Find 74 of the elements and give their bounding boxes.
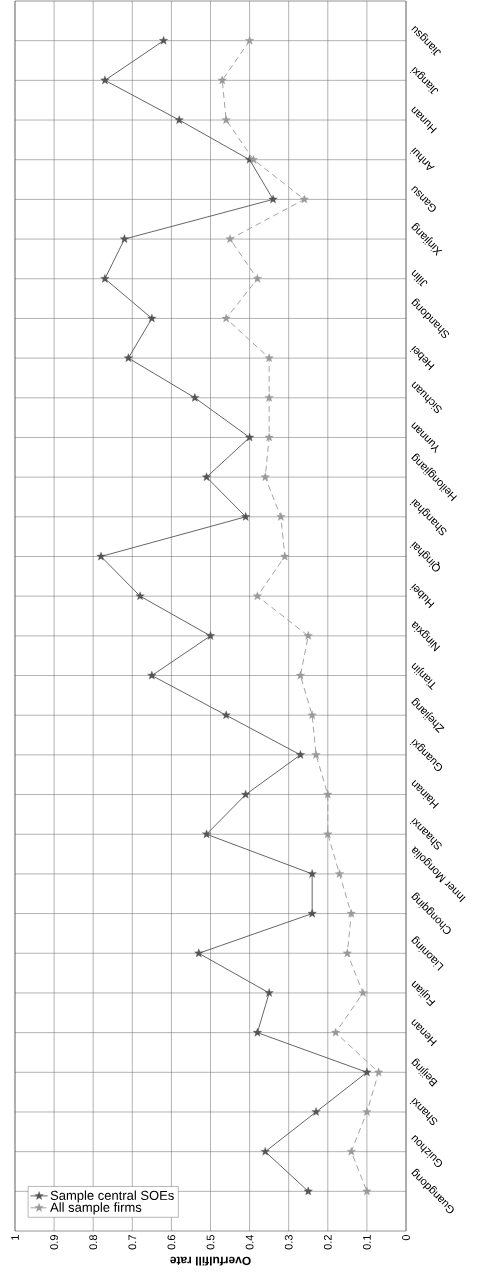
point (147, 313, 157, 323)
point (241, 789, 251, 799)
point (135, 591, 145, 600)
y-tick-label: Jilin (411, 269, 428, 287)
point (335, 869, 344, 878)
point (245, 432, 255, 442)
point (342, 948, 352, 958)
x-tick-label: 0.1 (363, 1235, 371, 1250)
point (362, 1107, 372, 1116)
point (264, 353, 274, 362)
legend-label: All sample firms (50, 1202, 142, 1215)
point (264, 988, 274, 997)
x-axis-title: Overfulfill rate (170, 1256, 251, 1266)
point (245, 36, 255, 45)
point (346, 908, 356, 918)
point (311, 1107, 321, 1116)
point (225, 234, 235, 243)
point (123, 353, 133, 362)
point (296, 670, 305, 680)
point (303, 1186, 313, 1196)
point (303, 631, 313, 640)
point (190, 393, 200, 402)
point (268, 194, 278, 204)
point (202, 472, 212, 481)
x-tick-label: 0 (402, 1234, 410, 1241)
point (362, 1186, 372, 1196)
point (202, 829, 212, 839)
x-tick-label: 0.2 (323, 1235, 332, 1250)
point (221, 313, 231, 323)
point (96, 551, 106, 561)
point (331, 1027, 341, 1037)
x-tick-label: 0.3 (284, 1235, 293, 1250)
point (206, 631, 215, 640)
point (120, 234, 129, 243)
point (260, 1147, 270, 1156)
x-tick-label: 0.6 (167, 1235, 176, 1250)
point (276, 512, 286, 521)
point (241, 512, 251, 521)
point (249, 155, 258, 164)
point (346, 1147, 356, 1156)
point (323, 829, 333, 839)
point (260, 472, 270, 481)
point (252, 1027, 262, 1037)
point (307, 869, 317, 878)
x-tick-label: 0.9 (50, 1235, 58, 1250)
x-tick-label: 0.5 (206, 1235, 215, 1250)
point (307, 908, 317, 918)
point (323, 789, 333, 799)
legend-label: Sample central SOEs (50, 1190, 174, 1203)
point (217, 75, 227, 85)
point (252, 274, 262, 283)
point (264, 432, 274, 442)
point (362, 1067, 372, 1077)
point (100, 274, 110, 283)
point (194, 948, 204, 958)
x-tick-label: 0.4 (245, 1234, 254, 1250)
x-tick-label: 1 (11, 1235, 19, 1240)
point (221, 115, 231, 124)
point (221, 710, 231, 719)
point (307, 710, 317, 719)
point (299, 194, 309, 204)
point (296, 750, 305, 759)
point (311, 750, 321, 759)
x-tick-label: 0.8 (89, 1235, 98, 1250)
point (374, 1067, 384, 1077)
point (252, 591, 262, 600)
point (280, 551, 290, 561)
point (264, 393, 274, 402)
point (100, 75, 110, 85)
point (358, 988, 368, 997)
point (159, 36, 169, 45)
point (174, 115, 184, 124)
x-tick-label: 0.7 (128, 1235, 137, 1250)
point (147, 670, 157, 680)
